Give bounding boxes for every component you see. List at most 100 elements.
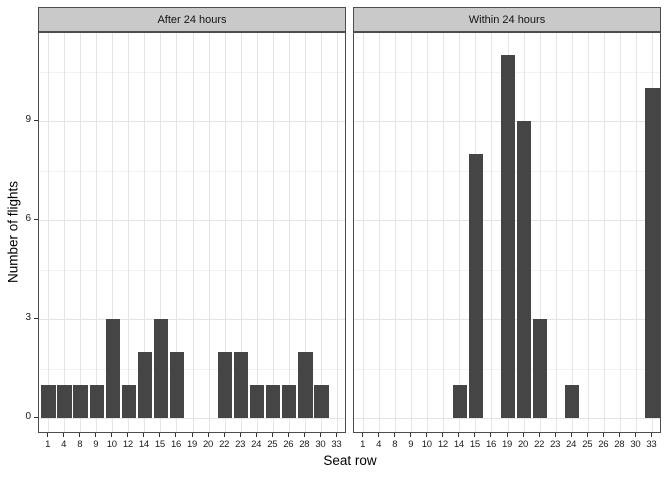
y-minor-gridline bbox=[39, 71, 345, 73]
bar-seat-row-22 bbox=[532, 319, 548, 418]
bar-seat-row-1 bbox=[41, 385, 56, 418]
x-tick-mark bbox=[303, 433, 305, 437]
x-axis-within: 1 4 8 9 10 12 14 15 16 19 20 22 23 24 25 26 28 30 33 bbox=[353, 433, 661, 461]
x-tick-mark bbox=[538, 433, 540, 437]
y-minor-gridline bbox=[39, 269, 345, 271]
y-major-gridline bbox=[39, 319, 345, 320]
x-gridline bbox=[555, 33, 557, 432]
facet-strip-within: Within 24 hours bbox=[353, 7, 661, 32]
x-tick-label: 12 bbox=[437, 439, 448, 450]
bar-seat-row-30 bbox=[314, 385, 329, 418]
x-tick-mark bbox=[239, 433, 241, 437]
y-tick-label: 0 bbox=[25, 411, 31, 422]
x-tick-mark bbox=[570, 433, 572, 437]
x-tick-mark bbox=[650, 433, 652, 437]
x-tick-mark bbox=[426, 433, 428, 437]
x-tick-mark bbox=[127, 433, 129, 437]
plot-area-after bbox=[38, 32, 346, 433]
x-tick-label: 20 bbox=[203, 439, 214, 450]
x-tick-mark bbox=[95, 433, 97, 437]
x-tick-label: 22 bbox=[219, 439, 230, 450]
x-tick-mark bbox=[474, 433, 476, 437]
x-tick-mark bbox=[634, 433, 636, 437]
bar-seat-row-8 bbox=[73, 385, 88, 418]
x-tick-mark bbox=[335, 433, 337, 437]
x-tick-label: 23 bbox=[550, 439, 561, 450]
x-tick-mark bbox=[287, 433, 289, 437]
x-tick-mark bbox=[175, 433, 177, 437]
bar-seat-row-19 bbox=[500, 55, 516, 418]
x-tick-label: 22 bbox=[534, 439, 545, 450]
x-tick-label: 4 bbox=[376, 439, 382, 450]
y-axis: 0 3 6 9 bbox=[0, 0, 38, 480]
y-tick-label: 6 bbox=[25, 213, 31, 224]
x-tick-mark bbox=[191, 433, 193, 437]
x-tick-label: 30 bbox=[315, 439, 326, 450]
x-tick-label: 12 bbox=[122, 439, 133, 450]
y-tick-mark bbox=[34, 417, 38, 418]
x-tick-mark bbox=[207, 433, 209, 437]
x-gridline bbox=[363, 33, 365, 432]
x-tick-label: 16 bbox=[485, 439, 496, 450]
x-gridline bbox=[443, 33, 445, 432]
x-tick-label: 16 bbox=[170, 439, 181, 450]
bar-seat-row-24 bbox=[564, 385, 580, 418]
x-tick-label: 25 bbox=[267, 439, 278, 450]
plot-area-within bbox=[353, 32, 661, 433]
x-gridline bbox=[411, 33, 413, 432]
bar-seat-row-24 bbox=[249, 385, 265, 418]
bar-seat-row-4 bbox=[57, 385, 72, 418]
x-gridline bbox=[459, 33, 461, 432]
x-tick-label: 4 bbox=[61, 439, 67, 450]
y-major-gridline bbox=[39, 220, 345, 221]
x-tick-mark bbox=[394, 433, 396, 437]
y-minor-gridline bbox=[39, 170, 345, 172]
x-tick-mark bbox=[410, 433, 412, 437]
x-tick-mark bbox=[63, 433, 65, 437]
x-gridline bbox=[176, 33, 178, 432]
bar-seat-row-15 bbox=[153, 319, 169, 418]
x-tick-label: 15 bbox=[469, 439, 480, 450]
x-gridline bbox=[491, 33, 493, 432]
x-tick-label: 24 bbox=[566, 439, 577, 450]
x-tick-mark bbox=[271, 433, 273, 437]
x-tick-mark bbox=[602, 433, 604, 437]
y-tick-mark bbox=[34, 219, 38, 220]
facet-strip-after: After 24 hours bbox=[38, 7, 346, 32]
x-tick-label: 10 bbox=[106, 439, 117, 450]
x-tick-label: 26 bbox=[598, 439, 609, 450]
x-gridline bbox=[603, 33, 605, 432]
facet-strip-label: Within 24 hours bbox=[468, 13, 546, 26]
bar-seat-row-22 bbox=[217, 352, 233, 418]
x-gridline bbox=[256, 33, 258, 432]
bar-seat-row-26 bbox=[282, 385, 297, 418]
x-tick-mark bbox=[111, 433, 113, 437]
x-tick-label: 19 bbox=[502, 439, 512, 450]
y-tick-label: 9 bbox=[25, 114, 31, 125]
x-tick-mark bbox=[378, 433, 380, 437]
x-tick-label: 28 bbox=[299, 439, 310, 450]
x-gridline bbox=[379, 33, 381, 432]
facet-strip-label: After 24 hours bbox=[157, 13, 227, 26]
bar-seat-row-28 bbox=[298, 352, 313, 418]
x-gridline bbox=[635, 33, 637, 432]
bar-seat-row-16 bbox=[169, 352, 185, 418]
x-tick-label: 25 bbox=[582, 439, 593, 450]
x-axis-title: Seat row bbox=[323, 453, 377, 468]
x-tick-mark bbox=[79, 433, 81, 437]
x-tick-label: 14 bbox=[453, 439, 464, 450]
y-tick-mark bbox=[34, 120, 38, 121]
x-gridline bbox=[288, 33, 290, 432]
x-tick-mark bbox=[490, 433, 492, 437]
x-gridline bbox=[587, 33, 589, 432]
bar-seat-row-33 bbox=[645, 88, 660, 418]
x-gridline bbox=[320, 33, 322, 432]
x-tick-mark bbox=[159, 433, 161, 437]
y-major-gridline bbox=[354, 418, 660, 419]
x-gridline bbox=[272, 33, 274, 432]
x-tick-mark bbox=[506, 433, 508, 437]
x-tick-mark bbox=[47, 433, 49, 437]
x-gridline bbox=[160, 33, 162, 432]
x-tick-label: 28 bbox=[614, 439, 625, 450]
x-tick-label: 1 bbox=[360, 439, 366, 450]
